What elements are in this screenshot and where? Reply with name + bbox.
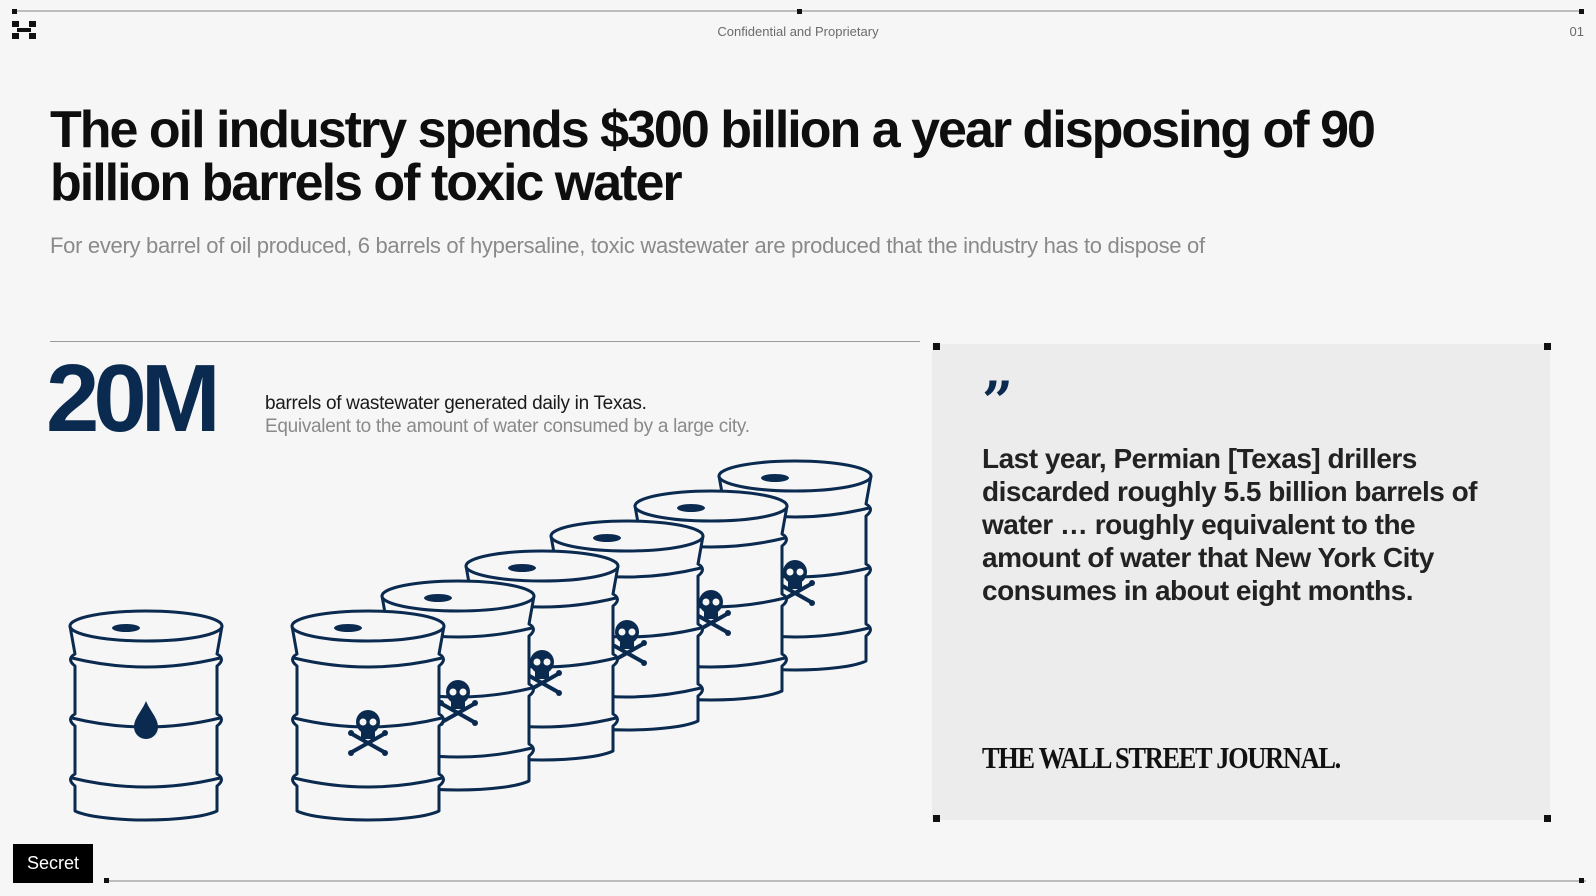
oil-drop-icon (134, 701, 158, 739)
page-number: 01 (1569, 24, 1584, 39)
quote-corner (1544, 343, 1551, 350)
frame-dot (1579, 878, 1584, 883)
frame-dot (12, 9, 17, 14)
oil-barrel (68, 609, 224, 822)
company-logo-icon (12, 21, 36, 39)
quote-text: Last year, Permian [Texas] drillers disc… (982, 443, 1478, 606)
quote-card: ” Last year, Permian [Texas] drillers di… (932, 344, 1550, 820)
frame-dot (1579, 9, 1584, 14)
stat-description: barrels of wastewater generated daily in… (265, 393, 647, 414)
quote-corner (933, 815, 940, 822)
frame-dot (104, 878, 109, 883)
page-title: The oil industry spends $300 billion a y… (50, 101, 1376, 212)
page-subtitle: For every barrel of oil produced, 6 barr… (50, 233, 1205, 258)
quote-source-logo: THE WALL STREET JOURNAL. (982, 740, 1341, 775)
quote-corner (933, 343, 940, 350)
stat-divider (50, 341, 920, 342)
toxic-barrel (290, 609, 446, 822)
quote-mark-icon: ” (982, 369, 1014, 433)
classification-badge: Secret (13, 844, 93, 883)
confidential-label: Confidential and Proprietary (717, 24, 879, 39)
barrel-illustration (68, 459, 873, 822)
bottom-frame-line (106, 880, 1586, 882)
stat-subdescription: Equivalent to the amount of water consum… (265, 416, 750, 437)
stat-number: 20M (46, 345, 221, 452)
quote-corner (1544, 815, 1551, 822)
frame-dot (797, 9, 802, 14)
